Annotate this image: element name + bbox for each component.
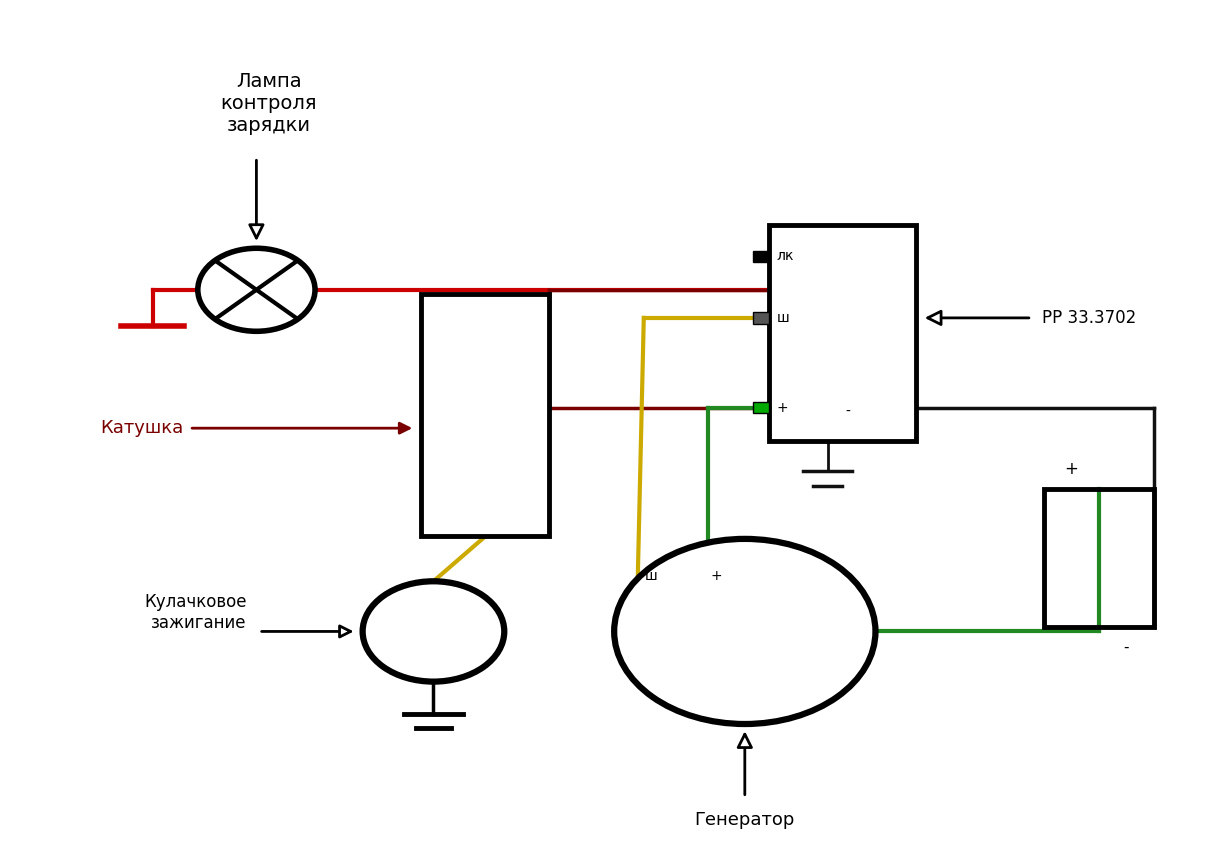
Text: +: + bbox=[711, 569, 722, 583]
Circle shape bbox=[198, 248, 315, 331]
Circle shape bbox=[614, 539, 875, 724]
Text: -: - bbox=[1123, 640, 1129, 655]
Circle shape bbox=[363, 581, 504, 682]
Bar bbox=[753, 402, 769, 413]
Text: Лампа
контроля
зарядки: Лампа контроля зарядки bbox=[220, 73, 317, 135]
Text: Генератор: Генератор bbox=[695, 811, 795, 829]
Text: ш: ш bbox=[645, 569, 657, 583]
Bar bbox=[421, 294, 549, 536]
Bar bbox=[753, 312, 769, 324]
Bar bbox=[769, 225, 916, 441]
Text: РР 33.3702: РР 33.3702 bbox=[1042, 309, 1136, 327]
Text: лк: лк bbox=[777, 249, 794, 263]
Text: Кулачковое
зажигание: Кулачковое зажигание bbox=[144, 593, 247, 631]
Text: ш: ш bbox=[777, 311, 789, 325]
Text: Катушка: Катушка bbox=[100, 420, 183, 437]
Bar bbox=[1044, 489, 1154, 627]
Text: +: + bbox=[1065, 460, 1078, 478]
Text: +: + bbox=[777, 400, 789, 414]
Bar bbox=[753, 251, 769, 262]
Text: -: - bbox=[845, 405, 850, 419]
